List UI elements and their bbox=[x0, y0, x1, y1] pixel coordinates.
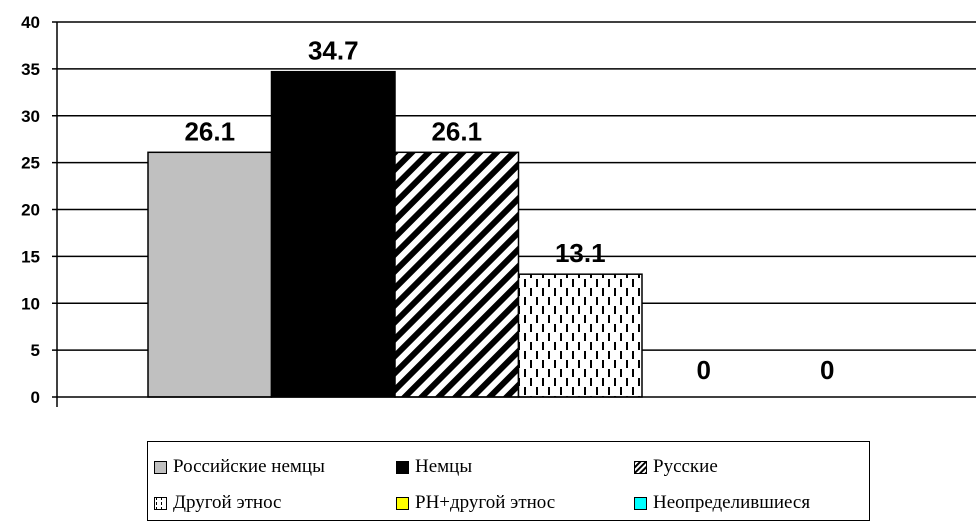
bar-chart: 0 5 10 15 20 25 30 35 40 26.1 34.7 26.1 13.1 0 0 bbox=[21, 13, 976, 407]
data-label: 0 bbox=[697, 355, 711, 385]
y-tick-label: 40 bbox=[21, 13, 40, 32]
legend-label: Неопределившиеся bbox=[653, 492, 811, 513]
bar bbox=[270, 70, 396, 398]
legend: Российские немцы Немцы Русские Другой эт… bbox=[147, 441, 870, 521]
y-tick-label: 0 bbox=[31, 388, 40, 407]
data-label: 13.1 bbox=[555, 238, 606, 268]
data-label: 34.7 bbox=[308, 36, 359, 66]
data-labels: 26.1 34.7 26.1 13.1 0 0 bbox=[184, 36, 834, 385]
legend-swatch-germans bbox=[396, 460, 409, 474]
bars bbox=[147, 70, 643, 398]
legend-item-germans: Немцы bbox=[396, 456, 472, 478]
legend-label: Другой этнос bbox=[173, 492, 282, 513]
legend-item-rn-other: РН+другой этнос bbox=[396, 492, 555, 514]
data-label: 26.1 bbox=[431, 116, 482, 146]
legend-label: Российские немцы bbox=[173, 456, 325, 477]
legend-swatch-russian-germans bbox=[154, 460, 167, 474]
legend-label: Русские bbox=[653, 456, 718, 477]
legend-swatch-undecided bbox=[634, 496, 647, 510]
legend-item-russian-germans: Российские немцы bbox=[154, 456, 325, 478]
legend-item-undecided: Неопределившиеся bbox=[634, 492, 810, 514]
axes: 0 5 10 15 20 25 30 35 40 bbox=[21, 13, 976, 407]
legend-swatch-other-ethnos bbox=[154, 496, 167, 510]
legend-swatch-russians bbox=[634, 460, 647, 474]
legend-swatch-rn-other bbox=[396, 496, 409, 510]
y-tick-label: 15 bbox=[21, 247, 40, 266]
bar bbox=[147, 151, 273, 398]
y-tick-label: 30 bbox=[21, 107, 40, 126]
legend-item-other-ethnos: Другой этнос bbox=[154, 492, 281, 514]
y-tick-label: 20 bbox=[21, 201, 40, 220]
data-label: 26.1 bbox=[184, 116, 235, 146]
y-tick-label: 35 bbox=[21, 60, 40, 79]
bar bbox=[517, 273, 643, 398]
legend-label: РН+другой этнос bbox=[415, 492, 556, 513]
y-tick-label: 5 bbox=[31, 341, 40, 360]
legend-label: Немцы bbox=[415, 456, 473, 477]
y-tick-label: 25 bbox=[21, 154, 40, 173]
y-tick-label: 10 bbox=[21, 294, 40, 313]
legend-item-russians: Русские bbox=[634, 456, 718, 478]
bar bbox=[394, 151, 520, 398]
data-label: 0 bbox=[820, 355, 834, 385]
